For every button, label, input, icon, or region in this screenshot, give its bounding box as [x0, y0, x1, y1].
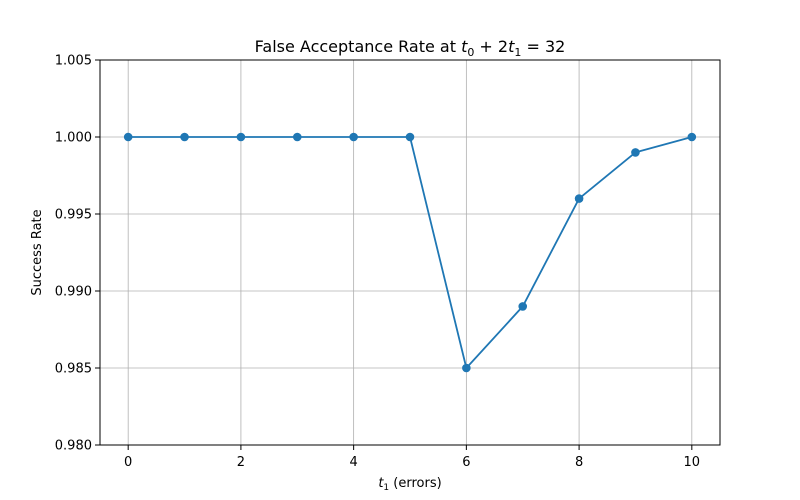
data-point — [462, 363, 471, 373]
y-tick-label: 0.995 — [55, 208, 92, 223]
y-tick-label: 0.990 — [55, 285, 92, 300]
y-axis-label: Success Rate — [30, 209, 45, 295]
y-tick-label: 0.980 — [55, 439, 92, 454]
grid-layer — [100, 59, 720, 446]
data-point — [631, 148, 640, 157]
y-tick-label: 0.985 — [55, 362, 92, 377]
data-point — [405, 132, 415, 142]
data-point — [574, 194, 584, 203]
data-point — [292, 132, 302, 142]
y-tick-label: 1.005 — [55, 54, 92, 69]
x-tick-label: 10 — [684, 455, 701, 470]
series-layer — [123, 132, 697, 373]
x-tick-label: 0 — [124, 455, 132, 470]
x-tick-label: 8 — [575, 455, 583, 470]
data-point — [236, 132, 246, 142]
data-point — [349, 132, 358, 142]
x-tick-label: 2 — [237, 455, 245, 470]
data-point — [518, 302, 528, 311]
y-tick-label: 1.000 — [55, 131, 92, 146]
data-point — [687, 132, 697, 142]
data-point — [180, 132, 189, 142]
x-tick-label: 6 — [462, 455, 470, 470]
x-axis-label: t1 (errors) — [378, 476, 441, 493]
chart-title: False Acceptance Rate at t0 + 2t1 = 32 — [255, 37, 566, 59]
data-point — [123, 132, 133, 142]
series-line — [128, 136, 693, 369]
x-tick-label: 4 — [349, 455, 357, 470]
plot-frame — [99, 59, 721, 446]
tick-layer: 0 2 4 6 8 10 0.980 0.985 0.990 0.995 1.000 1.005 — [55, 54, 700, 471]
